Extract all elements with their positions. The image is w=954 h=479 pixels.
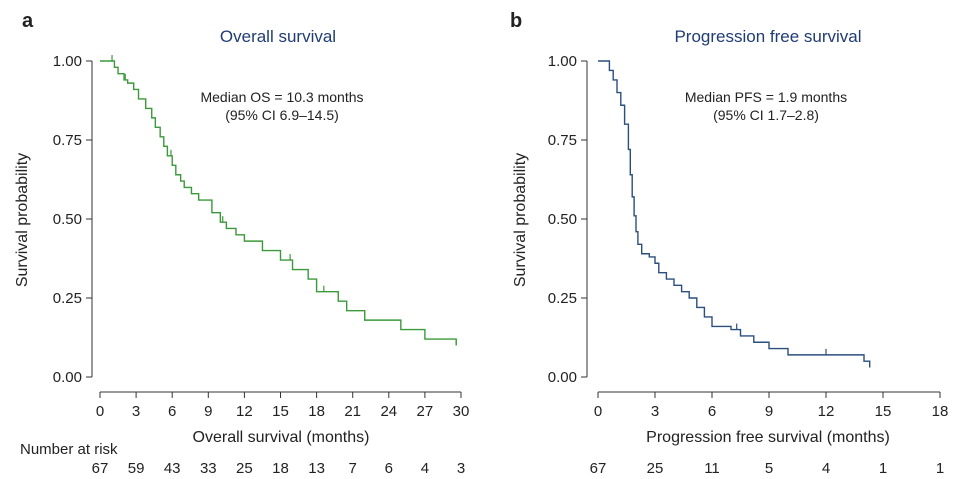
x-tick-label: 9: [765, 403, 773, 420]
x-tick-label: 6: [168, 403, 176, 420]
x-tick-label: 6: [708, 403, 716, 420]
chart-title-os: Overall survival: [220, 27, 336, 46]
km-curve-pfs: [598, 60, 871, 368]
y-tick-label: 0.00: [548, 369, 577, 386]
x-tick-label: 18: [932, 403, 949, 420]
x-tick-label: 3: [651, 403, 659, 420]
panel-label-b: b: [510, 10, 522, 32]
x-tick-label: 0: [594, 403, 602, 420]
x-tick-label: 18: [308, 403, 325, 420]
x-tick-label: 3: [132, 403, 140, 420]
annotation-os-median: Median OS = 10.3 months: [200, 89, 363, 105]
y-tick-label: 1.00: [548, 53, 577, 70]
risk-table-pfs: 67 25 11 5 4 1 1: [590, 460, 945, 477]
at-risk-count: 3: [457, 460, 465, 477]
x-tick-label: 0: [96, 403, 104, 420]
y-tick-label: 0.00: [53, 369, 82, 386]
y-tick-label: 0.50: [548, 211, 577, 228]
x-tick-label: 24: [380, 403, 397, 420]
x-tick-label: 21: [344, 403, 361, 420]
risk-table-os: 67 59 43 33 25 18 13 7 6 4 3: [92, 460, 466, 477]
at-risk-count: 4: [822, 460, 830, 477]
panel-label-a: a: [22, 10, 34, 32]
x-tick-label: 12: [818, 403, 835, 420]
at-risk-count: 67: [590, 460, 607, 477]
y-tick-label: 1.00: [53, 53, 82, 70]
at-risk-count: 13: [308, 460, 325, 477]
at-risk-count: 1: [936, 460, 944, 477]
at-risk-count: 33: [200, 460, 217, 477]
chart-title-pfs: Progression free survival: [674, 27, 861, 46]
annotation-pfs-median: Median PFS = 1.9 months: [685, 89, 847, 105]
axes-os: 0.00 0.25 0.50 0.75 1.00 0 3 6 9 12 15 18 21 24 27 30: [53, 53, 470, 420]
at-risk-count: 25: [236, 460, 253, 477]
at-risk-count: 1: [879, 460, 887, 477]
at-risk-count: 5: [765, 460, 773, 477]
y-tick-label: 0.25: [53, 290, 82, 307]
x-tick-label: 15: [272, 403, 289, 420]
at-risk-count: 43: [164, 460, 181, 477]
at-risk-count: 7: [349, 460, 357, 477]
at-risk-count: 6: [385, 460, 393, 477]
x-axis-label-pfs: Progression free survival (months): [646, 429, 890, 446]
y-tick-label: 0.50: [53, 211, 82, 228]
x-tick-label: 30: [453, 403, 470, 420]
km-curve-os: [100, 55, 457, 346]
at-risk-count: 59: [128, 460, 145, 477]
at-risk-count: 4: [421, 460, 429, 477]
at-risk-count: 11: [704, 460, 720, 477]
y-tick-label: 0.75: [53, 132, 82, 149]
progression-free-survival-panel: b Progression free survival Median PFS =…: [510, 10, 948, 477]
at-risk-count: 25: [647, 460, 664, 477]
axes-pfs: 0.00 0.25 0.50 0.75 1.00 0 3 6 9 12 15 18: [548, 53, 949, 420]
risk-table-label: Number at risk: [20, 441, 118, 458]
survival-step-line: [598, 60, 871, 368]
overall-survival-panel: a Overall survival Median OS = 10.3 mont…: [14, 10, 469, 477]
x-axis-label-os: Overall survival (months): [193, 429, 370, 446]
y-axis-label-pfs: Survival probability: [512, 153, 529, 287]
annotation-os-ci: (95% CI 6.9–14.5): [225, 107, 339, 123]
x-tick-label: 9: [204, 403, 212, 420]
survival-step-line: [100, 60, 457, 346]
at-risk-count: 18: [272, 460, 289, 477]
x-tick-label: 27: [417, 403, 434, 420]
y-tick-label: 0.75: [548, 132, 577, 149]
y-tick-label: 0.25: [548, 290, 577, 307]
y-axis-label-os: Survival probability: [14, 153, 31, 287]
annotation-pfs-ci: (95% CI 1.7–2.8): [713, 107, 819, 123]
at-risk-count: 67: [92, 460, 109, 477]
x-tick-label: 15: [875, 403, 892, 420]
x-tick-label: 12: [236, 403, 253, 420]
